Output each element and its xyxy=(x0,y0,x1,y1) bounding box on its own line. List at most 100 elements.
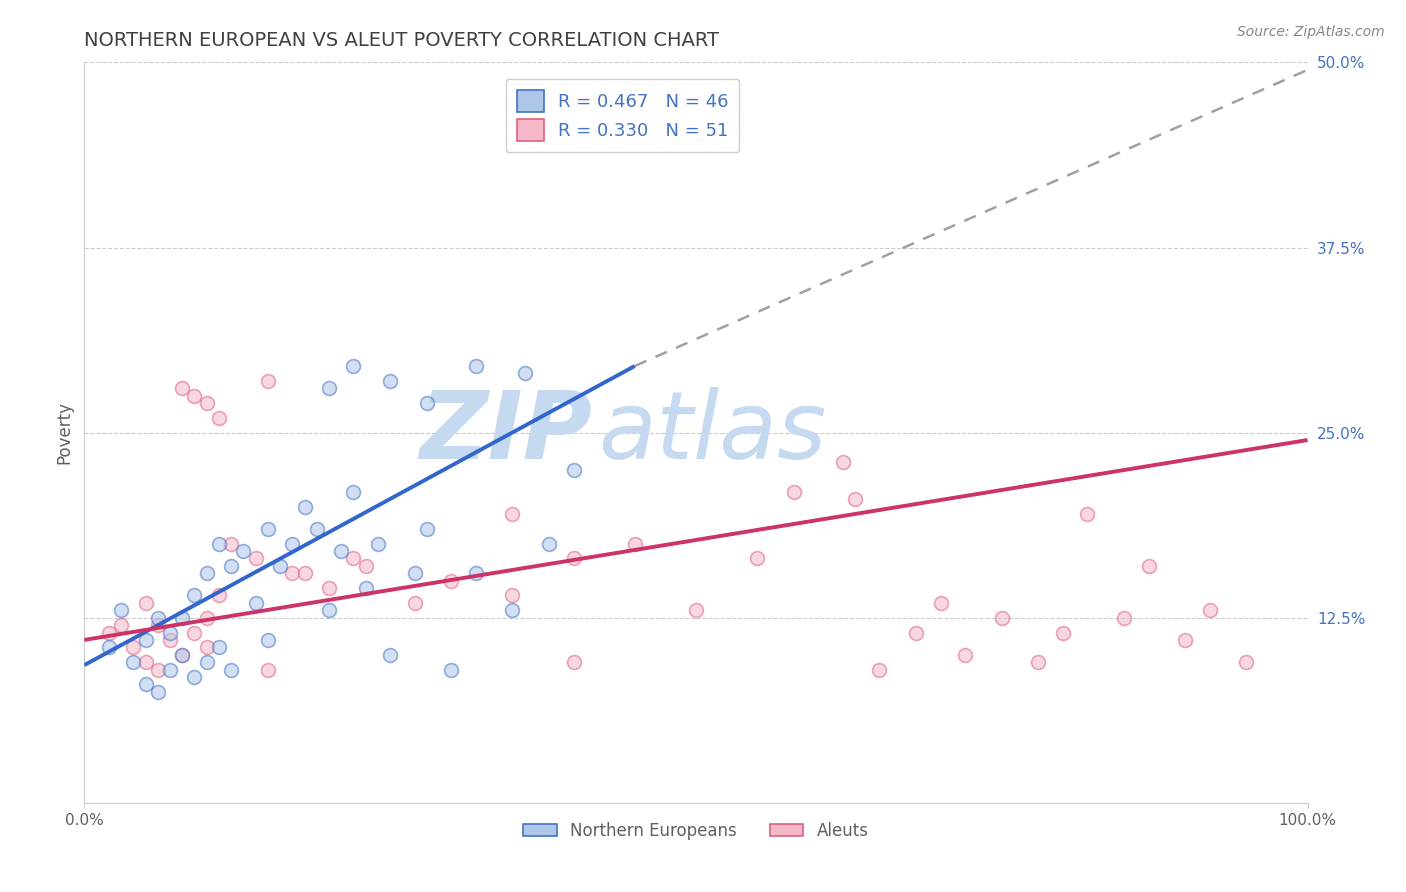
Point xyxy=(172,610,194,624)
Point xyxy=(905,625,928,640)
Point xyxy=(135,655,157,669)
Point xyxy=(245,596,267,610)
Point xyxy=(1076,507,1098,521)
Point xyxy=(195,655,218,669)
Point xyxy=(562,655,585,669)
Point xyxy=(929,596,952,610)
Point xyxy=(562,551,585,566)
Point xyxy=(219,558,242,573)
Point xyxy=(146,685,169,699)
Point xyxy=(464,359,486,373)
Point xyxy=(257,522,280,536)
Point xyxy=(416,522,439,536)
Point xyxy=(257,663,280,677)
Point xyxy=(195,610,218,624)
Point xyxy=(208,640,231,655)
Point xyxy=(208,589,231,603)
Point xyxy=(219,663,242,677)
Point xyxy=(294,566,316,581)
Point xyxy=(195,396,218,410)
Point xyxy=(281,566,304,581)
Point xyxy=(1028,655,1050,669)
Point xyxy=(844,492,866,507)
Point xyxy=(354,558,377,573)
Point xyxy=(464,566,486,581)
Point xyxy=(953,648,976,662)
Point xyxy=(1236,655,1258,669)
Point xyxy=(159,663,181,677)
Point xyxy=(538,536,561,550)
Point xyxy=(747,551,769,566)
Point xyxy=(257,632,280,647)
Point xyxy=(1114,610,1136,624)
Point xyxy=(159,625,181,640)
Point xyxy=(245,551,267,566)
Point xyxy=(135,596,157,610)
Point xyxy=(318,581,340,595)
Point xyxy=(172,648,194,662)
Point xyxy=(1198,603,1220,617)
Point xyxy=(869,663,891,677)
Point xyxy=(416,396,439,410)
Point xyxy=(404,566,426,581)
Point xyxy=(318,381,340,395)
Point xyxy=(354,581,377,595)
Text: NORTHERN EUROPEAN VS ALEUT POVERTY CORRELATION CHART: NORTHERN EUROPEAN VS ALEUT POVERTY CORRE… xyxy=(84,30,720,50)
Point xyxy=(208,536,231,550)
Point xyxy=(281,536,304,550)
Point xyxy=(232,544,254,558)
Point xyxy=(305,522,328,536)
Point xyxy=(183,670,205,684)
Point xyxy=(208,410,231,425)
Point xyxy=(513,367,536,381)
Point xyxy=(624,536,647,550)
Point xyxy=(1174,632,1197,647)
Point xyxy=(1052,625,1074,640)
Point xyxy=(380,374,402,388)
Point xyxy=(146,618,169,632)
Point xyxy=(783,484,806,499)
Point xyxy=(122,640,145,655)
Point xyxy=(135,632,157,647)
Point xyxy=(330,544,353,558)
Legend: Northern Europeans, Aleuts: Northern Europeans, Aleuts xyxy=(516,815,876,847)
Point xyxy=(831,455,853,469)
Point xyxy=(342,551,364,566)
Point xyxy=(440,663,463,677)
Text: atlas: atlas xyxy=(598,387,827,478)
Point xyxy=(110,603,132,617)
Point xyxy=(440,574,463,588)
Point xyxy=(1137,558,1160,573)
Point xyxy=(195,566,218,581)
Point xyxy=(183,388,205,402)
Point xyxy=(318,603,340,617)
Point xyxy=(502,603,524,617)
Y-axis label: Poverty: Poverty xyxy=(55,401,73,464)
Point xyxy=(110,618,132,632)
Point xyxy=(172,648,194,662)
Point xyxy=(342,484,364,499)
Point xyxy=(97,625,120,640)
Point xyxy=(183,625,205,640)
Point xyxy=(685,603,707,617)
Point xyxy=(380,648,402,662)
Point xyxy=(269,558,291,573)
Point xyxy=(183,589,205,603)
Point xyxy=(502,507,524,521)
Text: ZIP: ZIP xyxy=(419,386,592,479)
Point xyxy=(367,536,389,550)
Point xyxy=(146,610,169,624)
Point xyxy=(135,677,157,691)
Point xyxy=(502,589,524,603)
Point xyxy=(294,500,316,514)
Point xyxy=(257,374,280,388)
Text: Source: ZipAtlas.com: Source: ZipAtlas.com xyxy=(1237,25,1385,39)
Point xyxy=(122,655,145,669)
Point xyxy=(146,663,169,677)
Point xyxy=(404,596,426,610)
Point xyxy=(991,610,1014,624)
Point xyxy=(172,381,194,395)
Point xyxy=(159,632,181,647)
Point xyxy=(562,462,585,476)
Point xyxy=(195,640,218,655)
